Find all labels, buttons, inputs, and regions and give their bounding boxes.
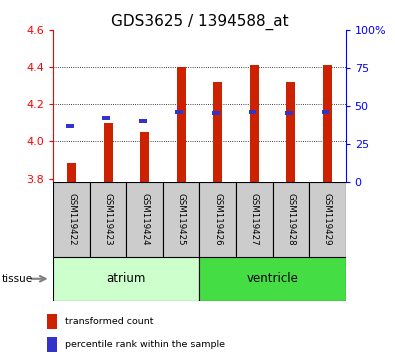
Bar xyxy=(213,82,222,182)
Bar xyxy=(323,65,332,182)
Bar xyxy=(199,182,236,257)
Bar xyxy=(250,65,259,182)
Text: GSM119428: GSM119428 xyxy=(286,193,295,246)
Text: ventricle: ventricle xyxy=(246,272,299,285)
Bar xyxy=(102,116,110,120)
Bar xyxy=(47,337,57,352)
Bar xyxy=(53,257,199,301)
Text: GSM119424: GSM119424 xyxy=(140,193,149,246)
Text: GSM119425: GSM119425 xyxy=(177,193,186,246)
Text: GSM119422: GSM119422 xyxy=(67,193,76,246)
Bar xyxy=(126,182,163,257)
Bar xyxy=(273,182,309,257)
Bar xyxy=(248,110,256,114)
Bar xyxy=(163,182,199,257)
Bar xyxy=(67,163,76,182)
Bar xyxy=(199,257,346,301)
Bar xyxy=(47,314,57,329)
Bar xyxy=(140,132,149,182)
Text: tissue: tissue xyxy=(2,274,33,284)
Bar xyxy=(177,67,186,182)
Bar xyxy=(236,182,273,257)
Text: percentile rank within the sample: percentile rank within the sample xyxy=(65,340,225,349)
Text: GSM119423: GSM119423 xyxy=(103,193,113,246)
Bar xyxy=(212,111,220,115)
Bar xyxy=(286,82,295,182)
Bar xyxy=(66,124,73,128)
Text: GSM119427: GSM119427 xyxy=(250,193,259,246)
Text: GSM119426: GSM119426 xyxy=(213,193,222,246)
Title: GDS3625 / 1394588_at: GDS3625 / 1394588_at xyxy=(111,14,288,30)
Bar xyxy=(53,182,90,257)
Bar xyxy=(90,182,126,257)
Bar xyxy=(322,110,329,114)
Bar xyxy=(309,182,346,257)
Bar xyxy=(175,110,183,114)
Text: GSM119429: GSM119429 xyxy=(323,193,332,246)
Text: transformed count: transformed count xyxy=(65,317,154,326)
Bar xyxy=(103,123,113,182)
Bar xyxy=(139,119,147,123)
Bar xyxy=(285,111,293,115)
Text: atrium: atrium xyxy=(107,272,146,285)
